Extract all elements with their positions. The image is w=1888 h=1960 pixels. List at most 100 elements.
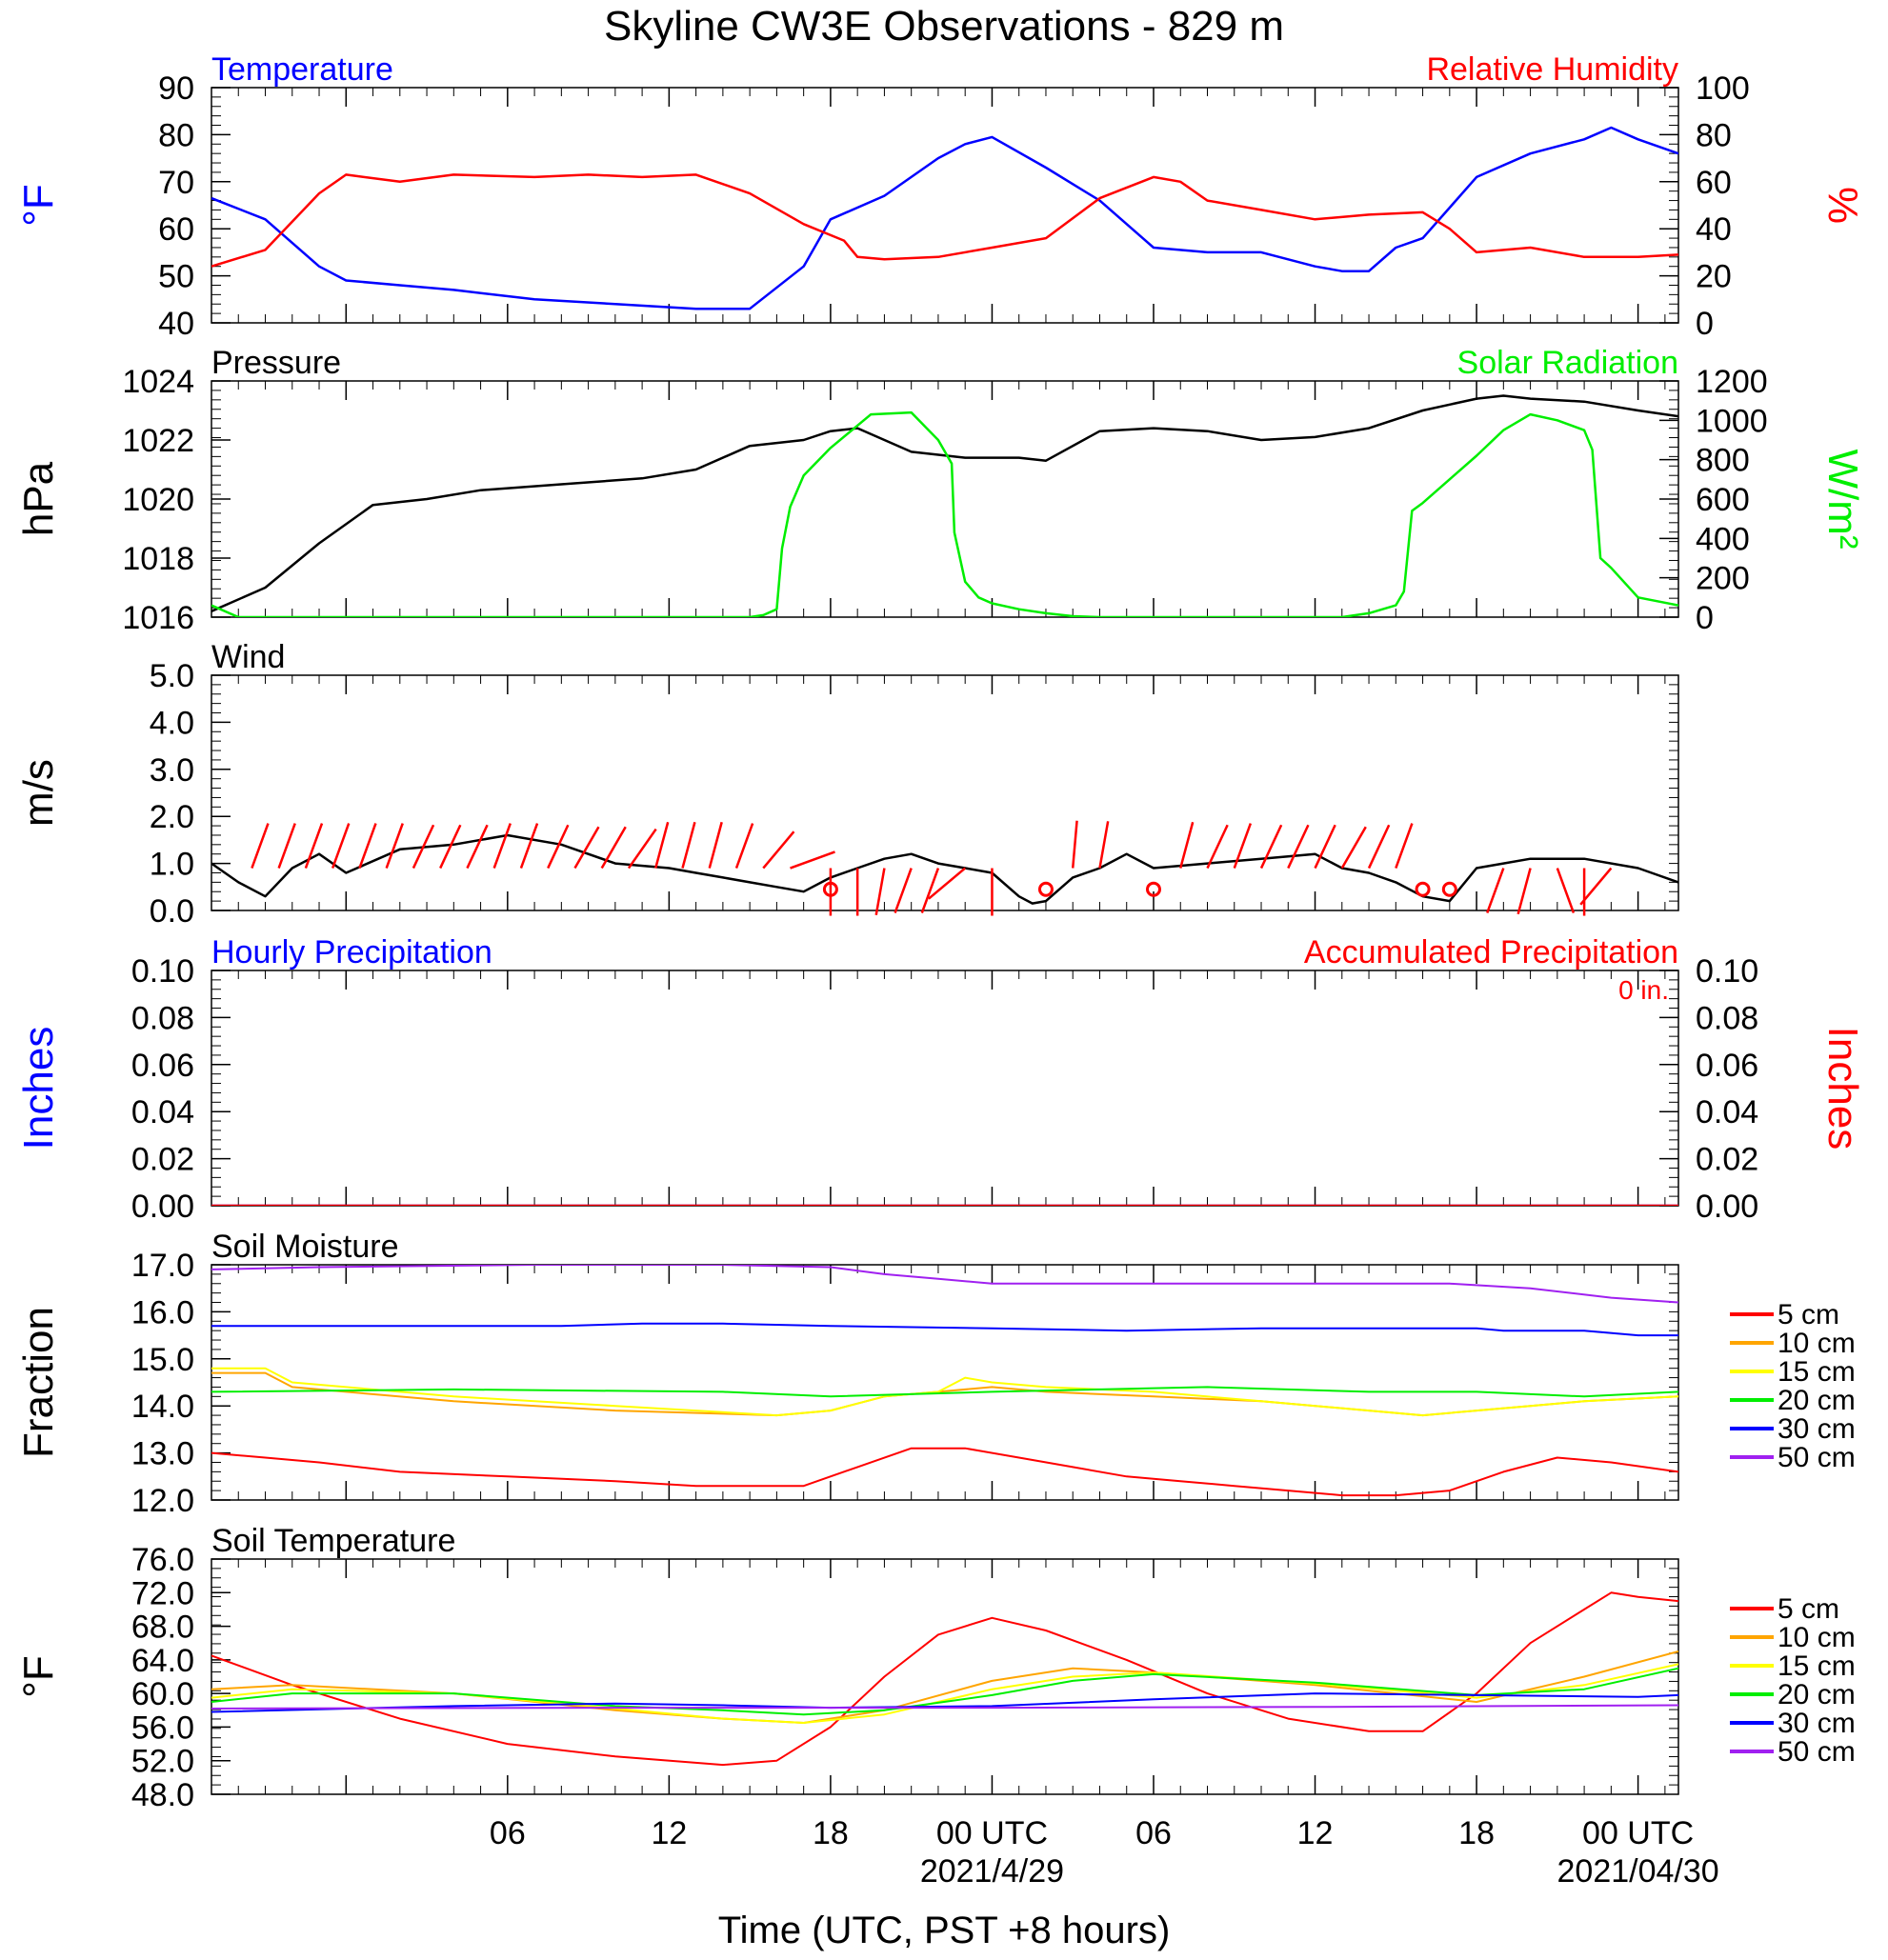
wind-barb [1098, 821, 1110, 869]
y-tick-label-left: 0.10 [131, 953, 194, 990]
wind-barb [1314, 824, 1336, 870]
wind-barb [1395, 823, 1414, 869]
y-tick-label-right: 0.10 [1696, 953, 1758, 990]
wind-barb [874, 868, 886, 915]
y-axis-label-left: hPa [15, 461, 62, 536]
x-tick-label: 18 [813, 1815, 849, 1851]
wind-barb [412, 824, 435, 870]
wind-barb [519, 823, 539, 869]
y-tick-label-left: 64.0 [131, 1643, 194, 1679]
wind-barb [928, 867, 966, 900]
series-line-pressure [211, 394, 1678, 612]
y-tick-label-left: 16.0 [131, 1294, 194, 1330]
wind-barb [547, 824, 570, 870]
y-tick-label-left: 1016 [122, 600, 194, 636]
panel-annotation: 0 in. [1618, 975, 1669, 1005]
y-tick-label-left: 70 [158, 165, 194, 201]
y-axis-label-right: % [1819, 187, 1866, 224]
legend-label-50-cm: 50 cm [1778, 1736, 1856, 1768]
y-tick-label-right: 0.00 [1696, 1189, 1758, 1225]
panel-title-left: Wind [211, 639, 285, 675]
panel-frame [211, 87, 1679, 324]
wind-barb [1486, 868, 1505, 913]
wind-barb [1516, 868, 1532, 915]
y-tick-label-right: 400 [1696, 521, 1750, 557]
panel-title-right: Solar Radiation [1457, 345, 1678, 381]
x-tick-label: 00 UTC [936, 1815, 1048, 1851]
y-tick-label-right: 40 [1696, 211, 1732, 248]
series-group [211, 126, 1678, 310]
y-tick-label-left: 1022 [122, 423, 194, 459]
y-tick-label-left: 1.0 [150, 847, 194, 883]
panel-frame [211, 1264, 1679, 1501]
legend-label-50-cm: 50 cm [1778, 1442, 1856, 1473]
series-line-50-cm [211, 1704, 1678, 1710]
y-tick-label-left: 50 [158, 259, 194, 295]
series-group [211, 394, 1678, 617]
panel-title-left: Temperature [211, 51, 393, 88]
panel-title-left: Soil Moisture [211, 1229, 399, 1265]
y-tick-label-left: 60.0 [131, 1676, 194, 1712]
legend-label-5-cm: 5 cm [1778, 1593, 1839, 1625]
legend-label-15-cm: 15 cm [1778, 1356, 1856, 1388]
y-tick-label-left: 0.02 [131, 1142, 194, 1178]
y-tick-label-left: 56.0 [131, 1710, 194, 1746]
panel-title-right: Accumulated Precipitation [1304, 934, 1678, 970]
series-line-30-cm [211, 1692, 1678, 1713]
y-tick-label-left: 60 [158, 211, 194, 248]
series-line-20-cm [211, 1386, 1678, 1398]
legend-label-20-cm: 20 cm [1778, 1385, 1856, 1416]
y-axis-label-left: Fraction [15, 1307, 62, 1458]
panel-soil-moisture: 12.0 13.0 14.0 15.0 16.0 17.0 Soil Moisture Fra… [15, 1229, 1856, 1519]
wind-barb [439, 824, 462, 870]
wind-barb [600, 826, 627, 870]
y-tick-label-right: 100 [1696, 70, 1750, 107]
wind-barb [920, 868, 940, 913]
x-tick-label: 18 [1458, 1815, 1495, 1851]
wind-barb [385, 823, 404, 869]
y-tick-label-left: 68.0 [131, 1610, 194, 1646]
y-tick-label-left: 0.04 [131, 1094, 194, 1130]
y-axis-label-left: m/s [15, 759, 62, 827]
wind-barb [492, 823, 512, 869]
panel-title-left: Hourly Precipitation [211, 934, 492, 970]
wind-barb [1233, 823, 1253, 869]
y-tick-label-right: 600 [1696, 482, 1750, 518]
y-tick-label-left: 80 [158, 117, 194, 153]
wind-barb [654, 821, 670, 869]
panel-title-right: Relative Humidity [1426, 51, 1678, 88]
panels: 40 50 60 70 80 90 0 20 40 60 80 100 Temperature Relat… [15, 51, 1866, 1813]
wind-barb [1206, 824, 1229, 870]
wind-barb [1179, 821, 1195, 869]
y-tick-label-right: 1200 [1696, 364, 1768, 400]
y-tick-label-left: 13.0 [131, 1436, 194, 1472]
series-group [211, 833, 1678, 905]
wind-barb-calm [1037, 881, 1054, 897]
y-tick-label-left: 4.0 [150, 705, 194, 741]
legend-label-5-cm: 5 cm [1778, 1299, 1839, 1330]
legend-label-30-cm: 30 cm [1778, 1413, 1856, 1445]
wind-barb [681, 821, 696, 869]
panel-frame [211, 1558, 1679, 1795]
series-line-30-cm [211, 1322, 1678, 1337]
series-line-20-cm [211, 1667, 1678, 1716]
wind-barb [304, 823, 324, 869]
wind-barb [1259, 824, 1283, 870]
y-tick-label-left: 76.0 [131, 1542, 194, 1578]
y-tick-label-right: 0 [1696, 306, 1714, 342]
chart-title: Skyline CW3E Observations - 829 m [604, 3, 1284, 50]
panel-title-left: Soil Temperature [211, 1523, 455, 1559]
y-tick-label-right: 60 [1696, 165, 1732, 201]
y-tick-label-left: 5.0 [150, 658, 194, 694]
y-tick-label-right: 0.08 [1696, 1000, 1758, 1036]
y-tick-label-left: 0.0 [150, 893, 194, 930]
y-tick-label-left: 1020 [122, 482, 194, 518]
wind-barb [1579, 867, 1613, 906]
series-line-50-cm [211, 1265, 1678, 1304]
wind-barb [358, 823, 377, 869]
y-axis-label-right: Inches [1819, 1027, 1866, 1150]
wind-barb [1287, 824, 1310, 870]
